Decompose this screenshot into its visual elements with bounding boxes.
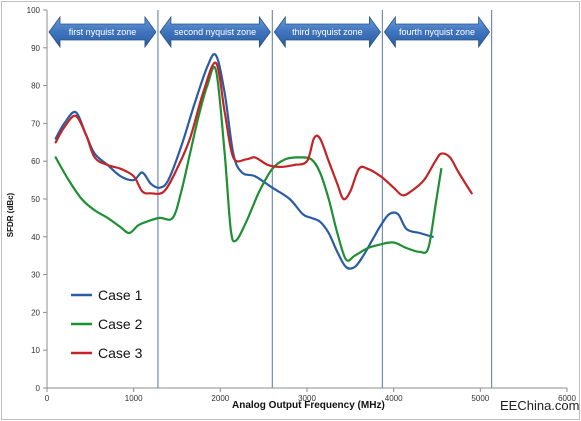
x-tick-label: 6000 (558, 394, 576, 403)
y-axis-title: SFDR (dBc) (6, 192, 15, 237)
x-axis-title: Analog Output Frequency (MHz) (232, 400, 385, 411)
watermark-text: EEChina.com (500, 398, 579, 413)
y-tick-label: 10 (31, 346, 40, 355)
y-tick-label: 90 (31, 44, 40, 53)
x-tick-label: 2000 (211, 394, 229, 403)
series-line-case-3 (54, 61, 473, 201)
x-tick-label: 5000 (471, 394, 489, 403)
y-tick-label: 40 (31, 233, 40, 242)
y-tick-label: 100 (27, 6, 41, 15)
zone-label-3: third nyquist zone (292, 27, 363, 37)
y-tick-label: 70 (31, 119, 40, 128)
x-tick-label: 3000 (298, 394, 316, 403)
zone-arrow-4 (383, 15, 491, 49)
zone-arrow-1 (48, 15, 157, 49)
y-tick-label: 20 (31, 308, 40, 317)
zone-boundary-lines (157, 10, 493, 388)
x-tick-label: 4000 (385, 394, 403, 403)
series-line-case-1 (54, 53, 434, 270)
y-tick-label: 30 (31, 271, 40, 280)
series-lines (54, 53, 473, 270)
legend-label-case-2: Case 2 (98, 316, 143, 332)
legend: Case 1 Case 2 Case 3 (71, 287, 143, 361)
zone-arrow-2 (159, 15, 271, 49)
series-line-case-2 (54, 65, 443, 262)
y-tick-label: 0 (36, 384, 41, 393)
legend-label-case-1: Case 1 (98, 287, 143, 303)
x-tick-label: 1000 (125, 394, 143, 403)
zone-arrow-3 (273, 15, 381, 49)
x-tick-label: 0 (45, 394, 50, 403)
y-tick-label: 60 (31, 157, 40, 166)
zone-label-4: fourth nyquist zone (399, 27, 475, 37)
zone-label-1: first nyquist zone (69, 27, 137, 37)
y-tick-label: 50 (31, 195, 40, 204)
y-tick-label: 80 (31, 82, 40, 91)
nyquist-zone-arrows: first nyquist zone second nyquist zone thi… (48, 15, 491, 49)
zone-label-2: second nyquist zone (174, 27, 256, 37)
legend-label-case-3: Case 3 (98, 345, 143, 361)
